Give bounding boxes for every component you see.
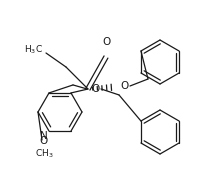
Text: N: N <box>40 131 48 141</box>
Text: O: O <box>102 37 111 47</box>
Text: O: O <box>120 81 129 91</box>
Text: O: O <box>40 136 48 146</box>
Text: CH$_3$: CH$_3$ <box>35 148 53 160</box>
Text: H$_3$C: H$_3$C <box>23 44 42 56</box>
Text: O: O <box>91 84 100 94</box>
